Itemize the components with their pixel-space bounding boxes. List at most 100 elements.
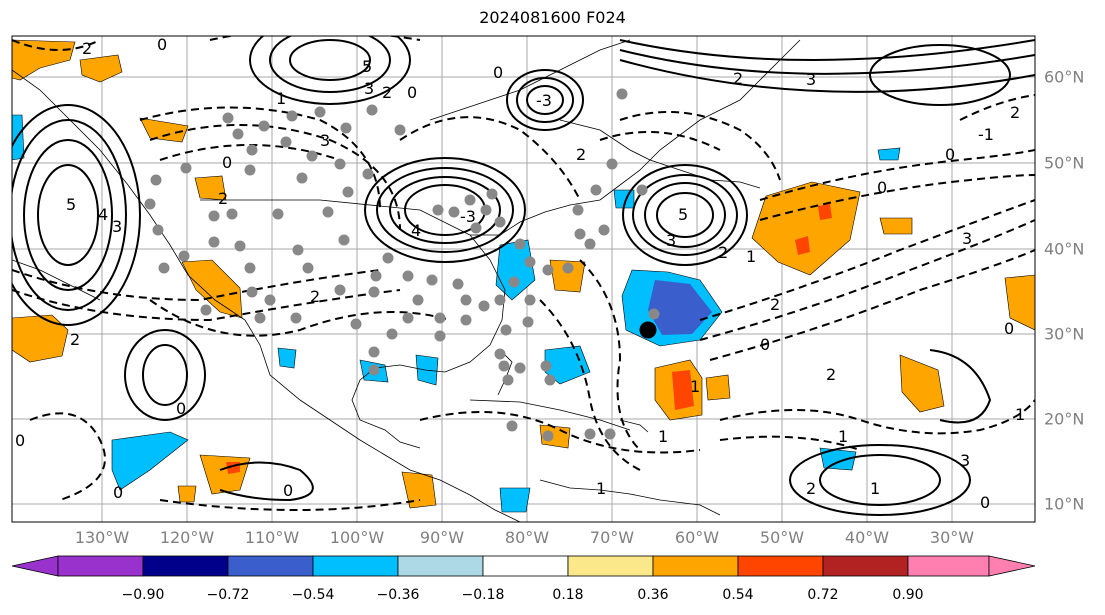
lon-label: 60°W (674, 528, 720, 547)
contour-label: 2 (70, 330, 80, 349)
contour-lines-solid (12, 36, 1035, 516)
contour-label: 2 (806, 479, 816, 498)
lon-label: 80°W (504, 528, 550, 547)
lon-label: 90°W (419, 528, 465, 547)
colorbar-tick-label: −0.90 (121, 587, 165, 603)
contour-label: 3 (806, 70, 816, 89)
storm-center-marker (639, 321, 657, 339)
contour-label: 4 (98, 205, 108, 224)
colorbar-segment (227, 555, 314, 577)
filled-anomaly-areas (12, 39, 1035, 513)
map-graticule (12, 36, 1035, 522)
anomaly-patch (879, 217, 913, 235)
contour-label: 0 (222, 153, 232, 172)
colorbar-tick-label: −0.72 (206, 587, 250, 603)
anomaly-patch (705, 374, 731, 401)
contour-label: 3 (960, 451, 970, 470)
lat-label: 40°N (1044, 239, 1085, 259)
colorbar-segment (312, 555, 399, 577)
colorbar-tick-label: −0.18 (461, 587, 505, 603)
contour-label: -3 (536, 91, 552, 110)
anomaly-patch (495, 239, 536, 301)
anomaly-patch (277, 347, 297, 369)
contour-label: 2 (733, 69, 743, 88)
anomaly-patch (648, 280, 712, 335)
contour-label: 2 (1010, 103, 1020, 122)
anomaly-patch (111, 431, 189, 491)
contour-label: 2 (718, 243, 728, 262)
colorbar-extend-low (11, 555, 59, 577)
contour-label: 1 (276, 89, 286, 108)
lat-label: 30°N (1044, 324, 1085, 344)
contour-label: 2 (218, 189, 228, 208)
colorbar-tick-label: 0.72 (807, 587, 839, 603)
map-frame (11, 35, 1036, 523)
contour-label: 0 (945, 145, 955, 164)
colorbar (11, 555, 1036, 577)
anomaly-patch (751, 181, 861, 276)
colorbar-tick-label: 0.36 (637, 587, 669, 603)
contour-label: 0 (1004, 319, 1014, 338)
contour-label: 1 (690, 377, 700, 396)
contour-label: 0 (283, 481, 293, 500)
contour-label: 3 (364, 79, 374, 98)
contour-label: 2 (826, 365, 836, 384)
contour-label: 1 (1015, 405, 1025, 424)
anomaly-patch (818, 204, 832, 220)
colorbar-tick-label: 0.18 (552, 587, 584, 603)
anomaly-patch (899, 354, 945, 413)
track-points (144, 88, 660, 442)
contour-label: 0 (15, 431, 25, 450)
colorbar-segment (652, 555, 739, 577)
anomaly-patch (877, 147, 901, 161)
colorbar-tick-label: −0.54 (291, 587, 335, 603)
contour-label: -3 (460, 207, 476, 226)
contour-label: 3 (666, 231, 676, 250)
anomaly-patch (139, 117, 189, 143)
contour-label: 2 (310, 287, 320, 306)
contour-label: 1 (870, 479, 880, 498)
colorbar-segment (397, 555, 484, 577)
lat-label: 10°N (1044, 494, 1085, 514)
colorbar-tick-label: 0.54 (722, 587, 754, 603)
anomaly-patch (795, 236, 810, 255)
lon-label: 70°W (589, 528, 635, 547)
contour-label: 0 (157, 35, 167, 54)
contour-label: 3 (962, 229, 972, 248)
contour-label: 0 (407, 83, 417, 102)
anomaly-patch (12, 39, 76, 81)
contour-label: 1 (658, 427, 668, 446)
colorbar-segment (737, 555, 824, 577)
anomaly-patch (1004, 274, 1035, 331)
contour-label: -1 (978, 125, 994, 144)
colorbar-segment (142, 555, 229, 577)
lat-label: 50°N (1044, 153, 1085, 173)
contour-label: 5 (678, 205, 688, 224)
contour-label: 2 (576, 145, 586, 164)
contour-label: 0 (493, 63, 503, 82)
colorbar-segment (822, 555, 909, 577)
contour-label: 2 (770, 295, 780, 314)
lon-label: 120°W (159, 528, 215, 547)
contour-label: 5 (362, 57, 372, 76)
contour-label: 0 (877, 178, 887, 197)
contour-label: 5 (66, 195, 76, 214)
anomaly-patch (672, 370, 694, 410)
contour-label: 1 (596, 479, 606, 498)
coastlines (12, 39, 801, 522)
contour-label: 3 (320, 131, 330, 150)
plot-title: 2024081600 F024 (479, 8, 626, 27)
contour-label: 2 (82, 39, 92, 58)
colorbar-tick-label: 0.90 (892, 587, 924, 603)
contour-label: 0 (113, 483, 123, 502)
lat-label: 60°N (1044, 67, 1085, 87)
contour-lines-dashed (12, 36, 1035, 511)
anomaly-patch (499, 487, 531, 513)
contour-label: 1 (838, 427, 848, 446)
anomaly-patch (177, 485, 197, 503)
lon-label: 100°W (329, 528, 385, 547)
lon-label: 50°W (759, 528, 805, 547)
colorbar-tick-label: −0.36 (376, 587, 420, 603)
anomaly-patch (199, 454, 251, 495)
